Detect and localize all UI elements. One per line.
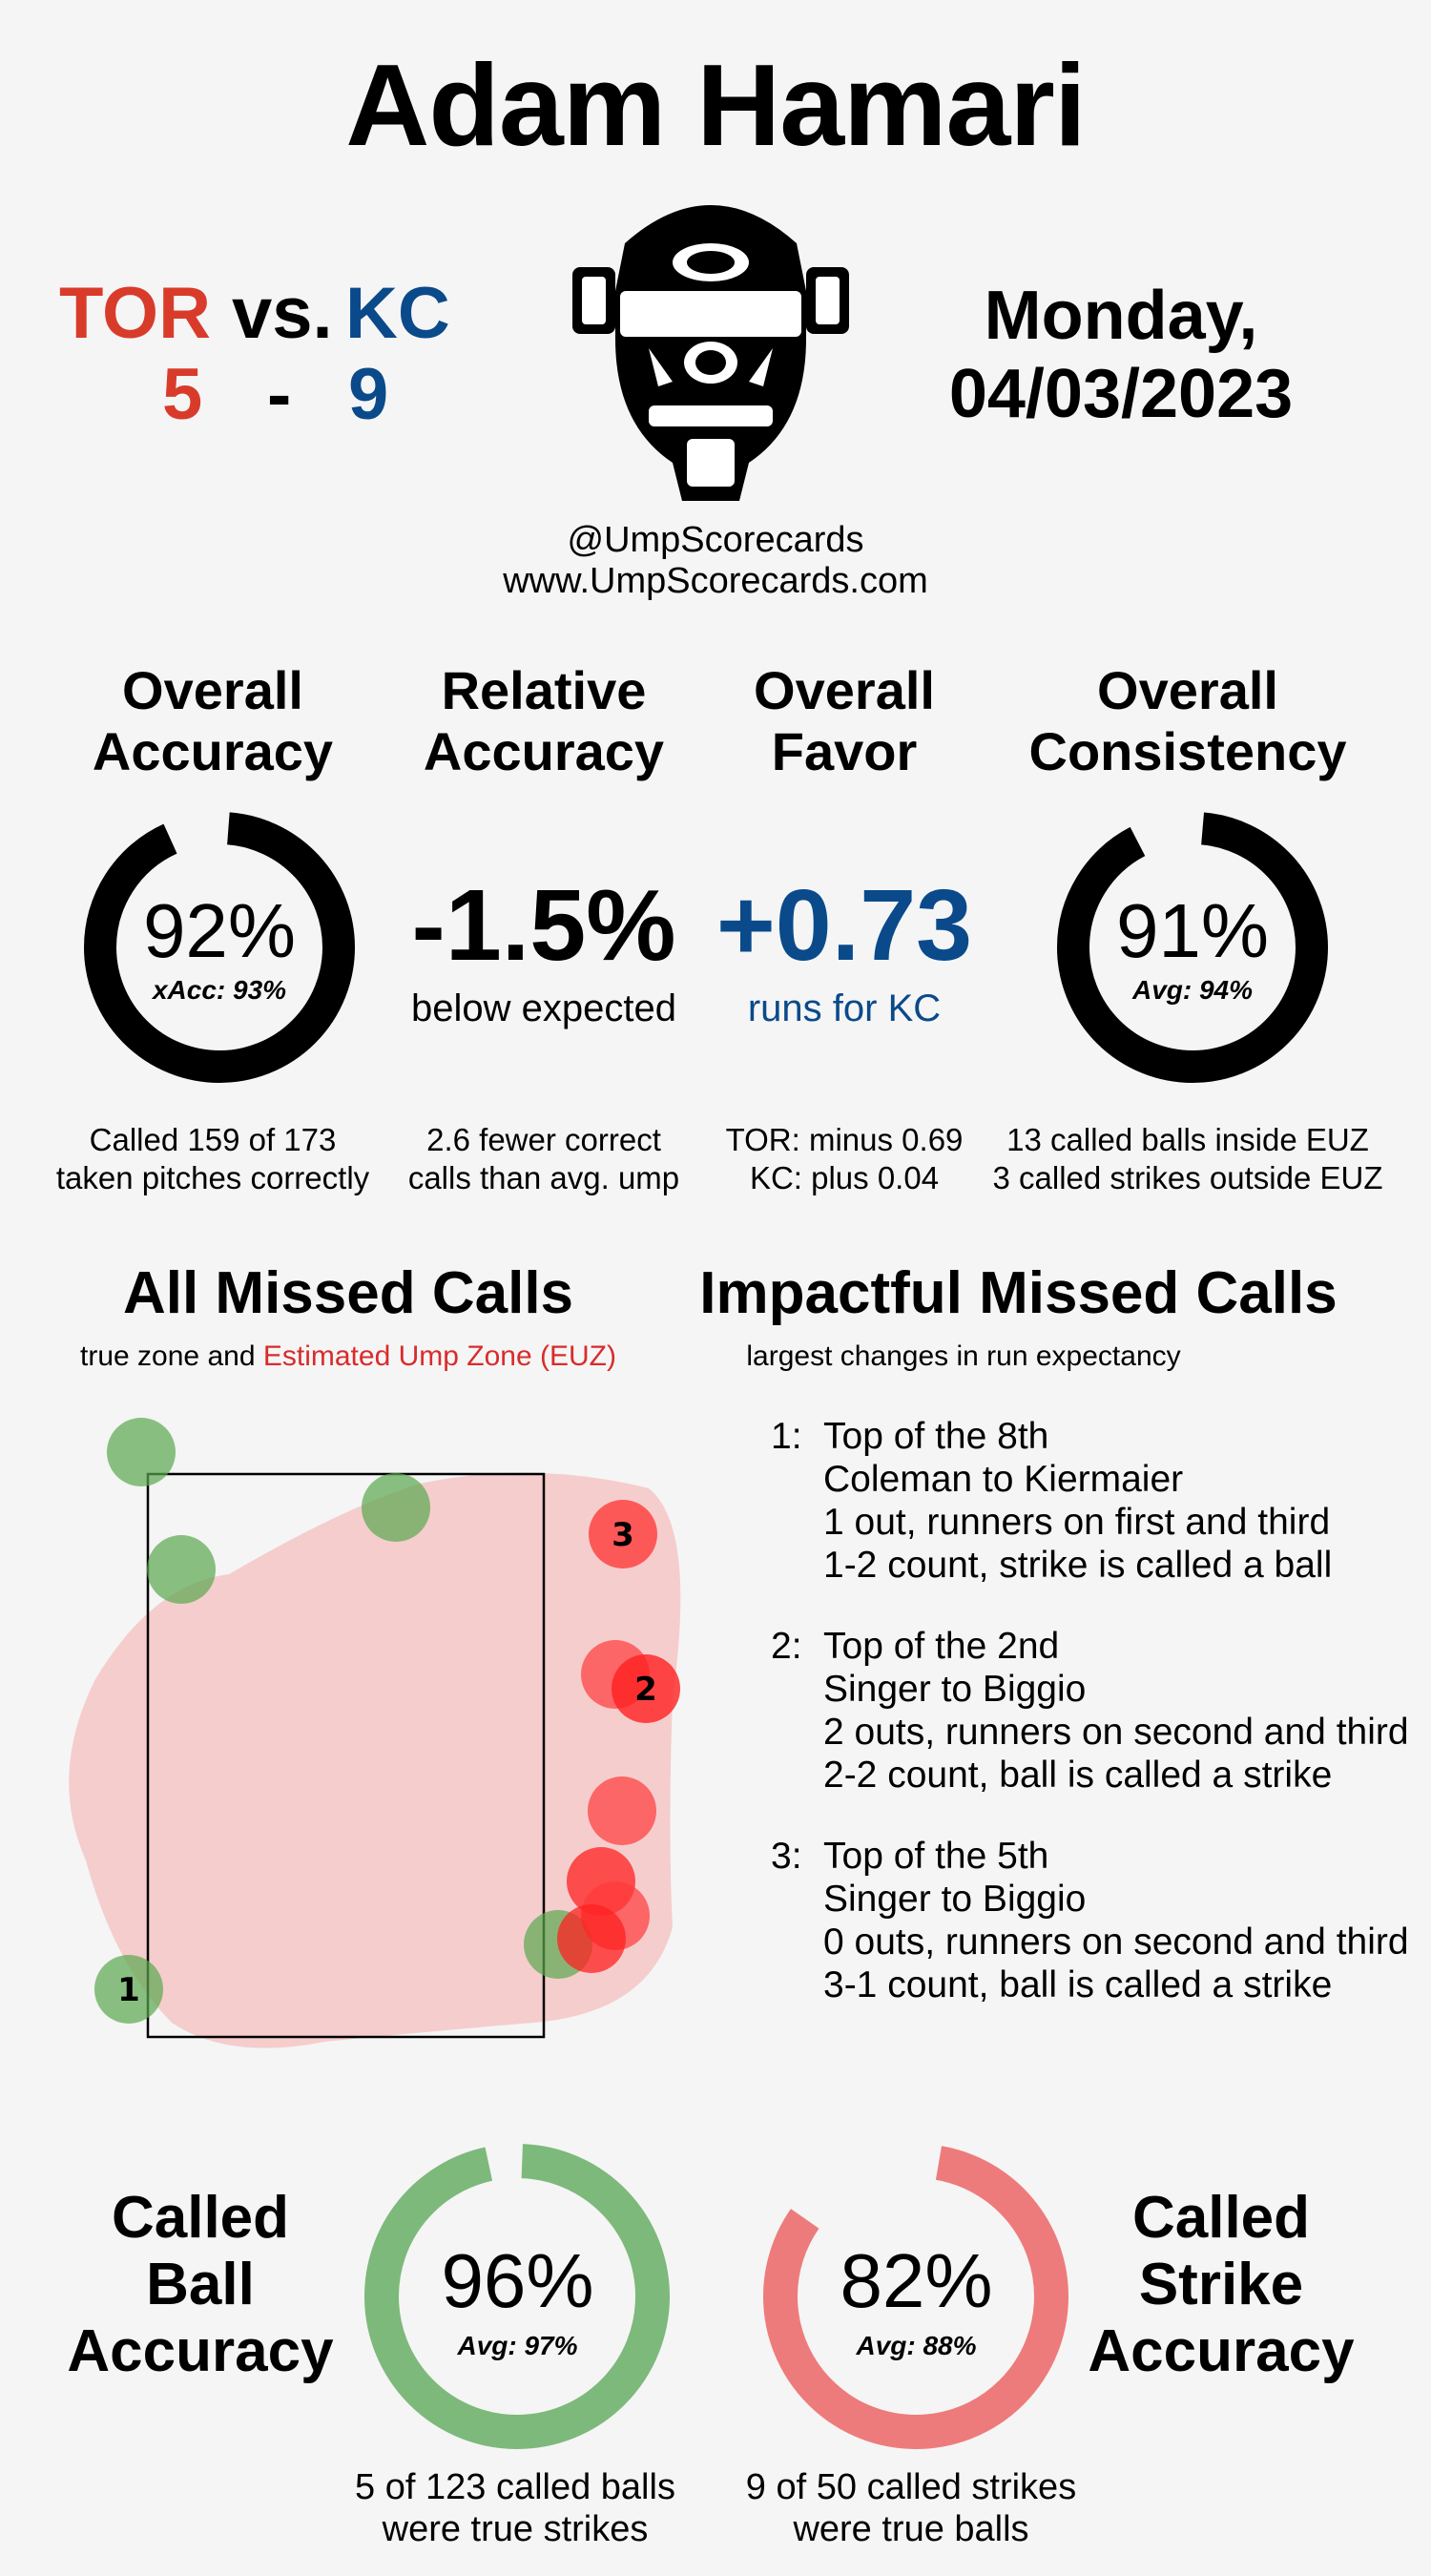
social-handle: @UmpScorecards [567,520,864,560]
home-score: 9 [348,354,389,435]
svg-text:1: 1 [117,1971,140,2009]
called-ball-accuracy-value: 96% [441,2238,594,2323]
overall-consistency-value: 91% [1115,888,1270,973]
overall-favor-title: Overall Favor [754,660,935,781]
strike-call-marker-2: 2 [612,1654,680,1723]
score-separator: - [267,354,292,435]
called-ball-accuracy-ring [364,2144,670,2449]
relative-accuracy-title: Relative Accuracy [423,660,665,781]
away-team: TOR [59,273,212,354]
away-score: 5 [162,354,203,435]
overall-consistency-ring [1057,812,1328,1083]
website-link[interactable]: www.UmpScorecards.com [503,561,928,601]
called-ball-accuracy-avg: Avg: 97% [457,2331,578,2360]
svg-text:2: 2 [634,1671,657,1709]
umpire-name: Adam Hamari [345,40,1087,170]
impactful-call-1: 1: Top of the 8th Coleman to Kiermaier 1… [771,1416,1333,1586]
called-strike-detail: 9 of 50 called strikes were true balls [745,2467,1077,2549]
home-team: KC [345,273,450,354]
relative-accuracy-detail: 2.6 fewer correct calls than avg. ump [407,1122,680,1195]
ball-call-marker [147,1535,216,1604]
svg-text:3: 3 [612,1516,634,1554]
overall-accuracy-detail: Called 159 of 173 taken pitches correctl… [55,1122,370,1195]
true-strike-zone [146,1472,546,2039]
impactful-missed-calls-subtitle: largest changes in run expectancy [746,1340,1181,1372]
all-missed-calls-title: All Missed Calls [122,1260,574,1326]
overall-consistency-detail: 13 called balls inside EUZ 3 called stri… [992,1122,1383,1195]
estimated-ump-zone [69,1472,681,2048]
overall-favor-value: +0.73 [716,869,973,982]
overall-accuracy-title: Overall Accuracy [92,660,334,781]
ball-call-marker [107,1418,176,1486]
relative-accuracy-sub: below expected [411,987,676,1029]
strike-call-marker [588,1776,656,1845]
overall-consistency-title: Overall Consistency [1028,660,1347,781]
overall-accuracy-xacc: xAcc: 93% [152,975,287,1005]
overall-accuracy-value: 92% [142,888,297,973]
overall-favor-sub: runs for KC [747,987,942,1029]
game-day: Monday, [984,278,1258,354]
all-missed-calls-subtitle: true zone and Estimated Ump Zone (EUZ) [80,1340,616,1372]
called-ball-detail: 5 of 123 called balls were true strikes [355,2467,675,2549]
strike-call-marker-3: 3 [589,1500,657,1568]
called-strike-accuracy-value: 82% [840,2238,993,2323]
overall-favor-detail: TOR: minus 0.69 KC: plus 0.04 [725,1122,964,1195]
strike-call-marker [557,1904,626,1973]
strike-zone-plot: 1 3 2 [69,1418,681,2048]
overall-consistency-avg: Avg: 94% [1131,975,1254,1005]
called-strike-accuracy-ring [763,2144,1068,2449]
impactful-call-2: 2: Top of the 2nd Singer to Biggio 2 out… [771,1626,1409,1796]
called-strike-accuracy-avg: Avg: 88% [856,2331,977,2360]
ball-call-marker-1: 1 [94,1955,163,2024]
ball-call-marker [362,1473,430,1542]
called-ball-accuracy-title: Called Ball Accuracy [67,2185,334,2384]
overall-accuracy-ring [84,812,355,1083]
impactful-call-3: 3: Top of the 5th Singer to Biggio 0 out… [771,1836,1409,2005]
game-date: 04/03/2023 [948,356,1294,432]
relative-accuracy-value: -1.5% [411,869,676,982]
vs-label: vs. [232,273,333,354]
impactful-missed-calls-title: Impactful Missed Calls [699,1260,1338,1326]
called-strike-accuracy-title: Called Strike Accuracy [1088,2185,1355,2384]
umpire-mask-icon [572,205,849,501]
